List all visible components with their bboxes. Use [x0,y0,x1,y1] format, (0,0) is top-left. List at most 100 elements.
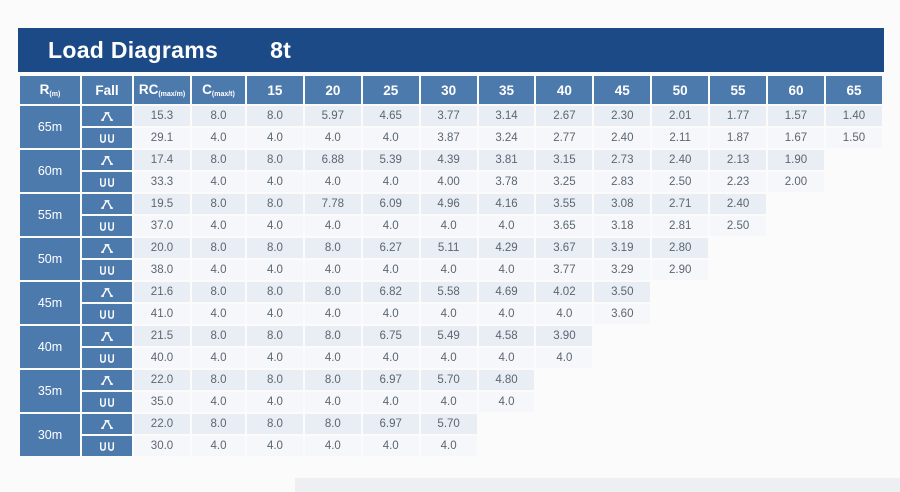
load-cell: 2.23 [710,172,767,192]
col-header-jib-55: 55 [710,76,767,104]
load-cell: 4.65 [362,106,419,126]
load-diagram-panel: Load Diagrams 8t R(m) Fall RC(max/m) C(m… [18,28,884,458]
empty-cell [479,436,535,456]
fall-cell [82,238,132,258]
col-header-c: C(max/t) [192,76,245,104]
empty-cell [710,238,766,258]
load-cell: 8.0 [247,106,303,126]
fall-cell [82,414,132,434]
four-fall-icon [99,309,115,319]
empty-cell [710,392,766,412]
empty-cell [826,172,882,192]
four-fall-icon [99,397,115,407]
table-row: 40m 21.5 8.0 8.0 8.0 6.75 5.49 4.58 3.90 [20,326,882,368]
empty-cell [652,436,708,456]
rc-cell: 38.0 [134,260,190,280]
load-cell: 4.0 [362,128,419,148]
col-header-jib-50: 50 [652,76,709,104]
two-fall-icon [100,111,114,121]
load-cell: 4.0 [420,348,477,368]
load-cell: 4.39 [420,150,477,170]
load-cell: 4.0 [362,436,419,456]
load-cell: 5.39 [362,150,419,170]
empty-cell [768,436,824,456]
col-header-jib-25: 25 [362,76,419,104]
fall-cell [82,304,132,324]
load-cell: 4.0 [304,436,361,456]
load-cell: 4.0 [304,260,361,280]
empty-cell [826,436,882,456]
load-cell: 4.16 [478,194,535,214]
load-chart-table: R(m) Fall RC(max/m) C(max/t) 15 20 25 30 35 4… [18,74,884,458]
empty-cell [768,370,824,390]
two-fall-icon [100,199,114,209]
load-cell: 5.58 [420,282,477,302]
load-cell: 2.11 [652,128,709,148]
load-cell: 6.82 [362,282,419,302]
load-cell: 3.14 [478,106,535,126]
load-cell: 5.97 [304,106,361,126]
fall-cell [82,392,132,412]
empty-cell [594,370,650,390]
table-row: 45m 21.6 8.0 8.0 8.0 6.82 5.58 4.69 4.02 3.50 [20,282,882,324]
crane-model-badge: 8t [270,36,292,63]
load-cell: 4.00 [420,172,477,192]
col-header-jib-40: 40 [536,76,593,104]
c-cell: 4.0 [192,436,245,456]
empty-cell [826,326,882,346]
rc-cell: 21.6 [134,282,190,302]
empty-cell [826,216,882,236]
load-chart-body: 65m 15.3 8.0 8.0 5.97 4.65 3.77 3.14 2.67 2.30 2.0… [20,106,882,456]
radius-cell: 65m [20,106,80,148]
table-row: 55m 19.5 8.0 8.0 7.78 6.09 4.96 4.16 3.55 3.08 2.7… [20,194,882,236]
table-row: 35.0 4.0 4.0 4.0 4.0 4.0 4.0 [20,392,882,412]
empty-cell [594,326,650,346]
load-cell: 5.70 [420,414,477,434]
load-cell: 3.67 [536,238,593,258]
empty-cell [710,282,766,302]
load-cell: 4.0 [536,304,593,324]
c-cell: 8.0 [192,238,245,258]
table-header-row: R(m) Fall RC(max/m) C(max/t) 15 20 25 30 35 4… [20,76,882,104]
load-cell: 4.0 [536,348,593,368]
radius-cell: 55m [20,194,80,236]
empty-cell [826,194,882,214]
load-cell: 2.67 [536,106,593,126]
load-cell: 3.50 [594,282,651,302]
load-cell: 4.29 [478,238,535,258]
four-fall-icon [99,265,115,275]
load-cell: 4.0 [478,392,535,412]
load-cell: 3.90 [536,326,593,346]
load-cell: 2.01 [652,106,709,126]
empty-cell [826,392,882,412]
empty-cell [652,370,708,390]
load-cell: 1.57 [768,106,824,126]
load-cell: 8.0 [247,238,303,258]
rc-cell: 33.3 [134,172,190,192]
c-cell: 8.0 [192,282,245,302]
radius-cell: 30m [20,414,80,456]
rc-cell: 21.5 [134,326,190,346]
load-cell: 8.0 [247,414,303,434]
load-cell: 4.0 [420,436,477,456]
load-cell: 4.0 [247,172,303,192]
empty-cell [768,216,824,236]
load-cell: 4.0 [247,304,303,324]
load-cell: 3.60 [594,304,651,324]
load-cell: 3.18 [594,216,651,236]
load-cell: 4.0 [362,172,419,192]
empty-cell [652,304,708,324]
load-cell: 4.0 [362,392,419,412]
load-cell: 1.90 [768,150,824,170]
load-cell: 2.83 [594,172,651,192]
page-title: Load Diagrams [48,36,219,63]
table-row: 30.0 4.0 4.0 4.0 4.0 4.0 [20,436,882,456]
two-fall-icon [100,419,114,429]
rc-cell: 41.0 [134,304,190,324]
load-cell: 4.0 [304,172,361,192]
load-cell: 3.19 [594,238,651,258]
load-cell: 3.25 [536,172,593,192]
col-header-jib-35: 35 [478,76,535,104]
table-row: 30m 22.0 8.0 8.0 8.0 6.97 5.70 [20,414,882,456]
load-cell: 8.0 [247,282,303,302]
